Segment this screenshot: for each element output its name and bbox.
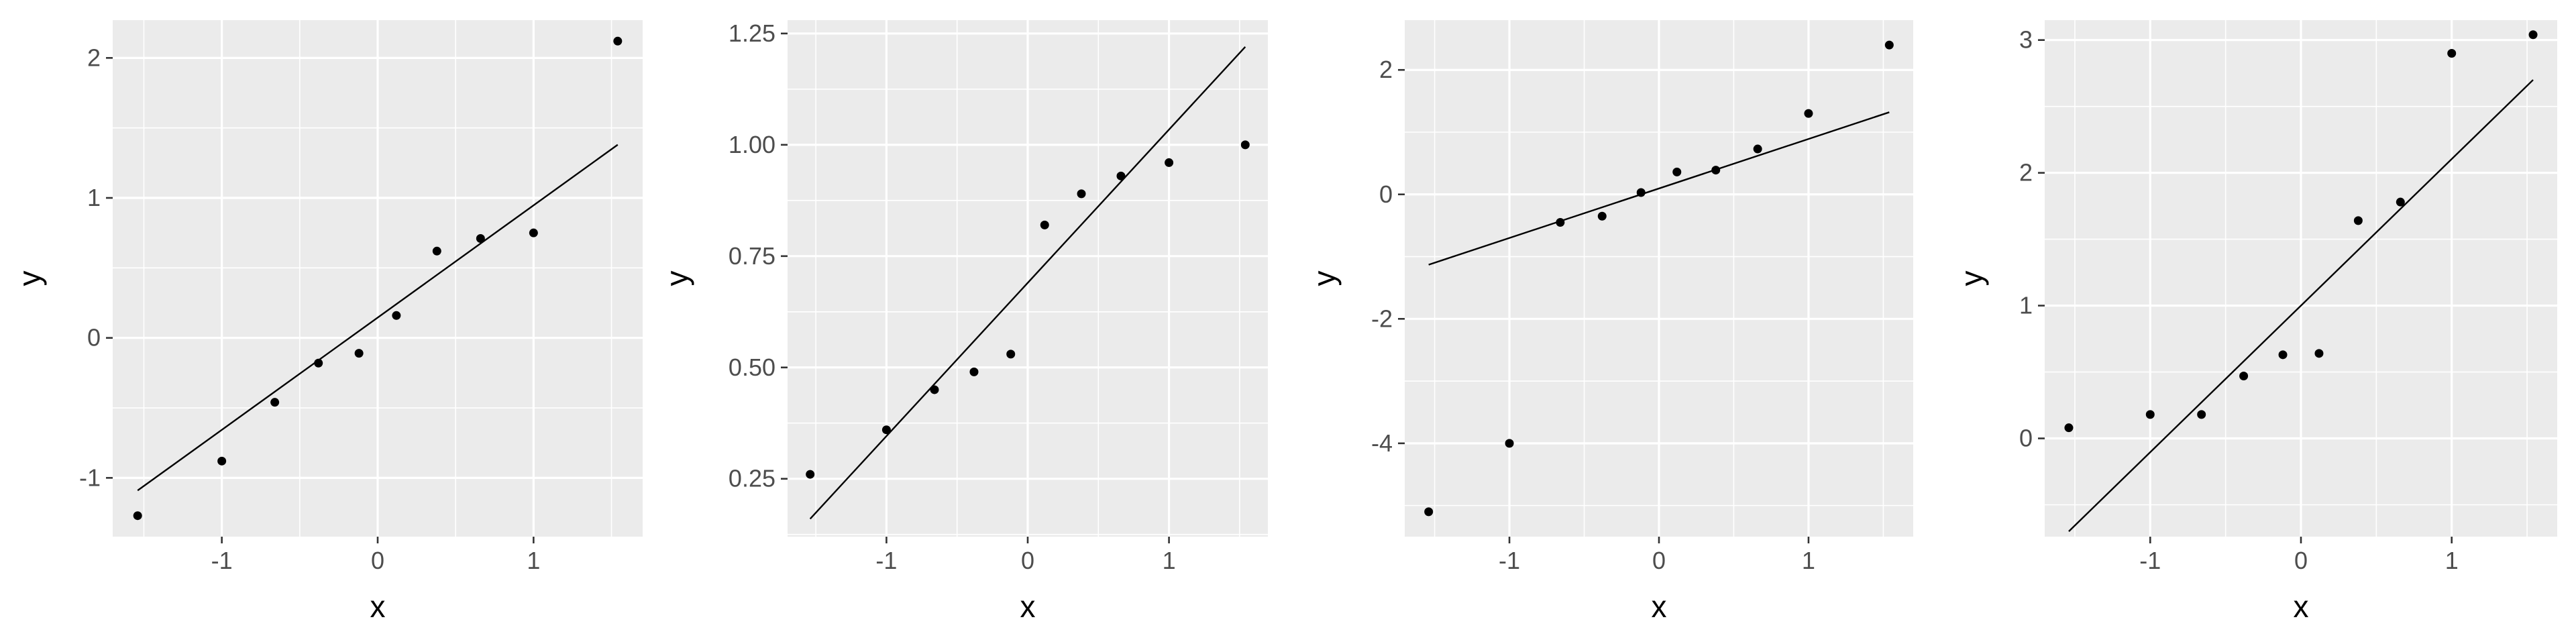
- data-point: [881, 425, 891, 435]
- x-axis-title: x: [1020, 589, 1036, 624]
- data-point: [806, 470, 815, 479]
- data-point: [432, 246, 441, 256]
- y-axis-title: y: [1307, 271, 1342, 286]
- data-point: [1240, 140, 1250, 150]
- panel-1: -1 0 1 -1 0 1 2 x y: [12, 20, 643, 624]
- y-tick-label: 0: [87, 324, 101, 352]
- x-tick-label: 0: [1652, 547, 1666, 574]
- x-tick-label: 1: [2445, 547, 2459, 574]
- x-tick-label: 0: [1021, 547, 1034, 574]
- data-point: [613, 36, 623, 46]
- x-tick-label: -1: [1499, 547, 1520, 574]
- y-tick-label: 1: [2019, 292, 2033, 319]
- x-tick-label: -1: [875, 547, 897, 574]
- data-point: [2447, 48, 2457, 58]
- data-point: [2239, 371, 2249, 380]
- x-axis-title: x: [2294, 589, 2309, 624]
- x-axis-title: x: [370, 589, 386, 624]
- data-point: [1804, 109, 1813, 118]
- y-tick-label: 0: [2019, 425, 2033, 452]
- data-point: [1597, 211, 1607, 221]
- data-point: [1077, 189, 1086, 199]
- panel-3: -1 0 1 -4 -2 0 2 x y: [1307, 20, 1913, 624]
- data-point: [476, 234, 485, 244]
- data-point: [392, 311, 401, 320]
- y-tick-label: 3: [2019, 26, 2033, 54]
- data-point: [1006, 350, 1016, 359]
- y-tick-label: 0.75: [729, 242, 775, 270]
- y-tick-label: 2: [1379, 56, 1393, 83]
- x-tick-label: -1: [2139, 547, 2161, 574]
- data-point: [1505, 439, 1514, 448]
- y-tick-label: 1.25: [729, 19, 775, 47]
- y-tick-label: -1: [79, 464, 101, 491]
- reference-line: [1428, 111, 1890, 266]
- reference-line: [2068, 79, 2534, 532]
- data-point: [1884, 40, 1894, 50]
- data-point: [2353, 216, 2363, 225]
- data-point: [1672, 167, 1682, 176]
- data-point: [1165, 158, 1174, 167]
- x-tick-label: 1: [1163, 547, 1176, 574]
- y-axis-title: y: [12, 271, 47, 286]
- x-tick-label: 0: [2294, 547, 2308, 574]
- data-point: [930, 385, 939, 394]
- data-point: [1424, 507, 1434, 517]
- data-point: [969, 367, 979, 376]
- panel-4: -1 0 1 0 1 2 3 x y: [1954, 20, 2557, 624]
- y-tick-label: 1.00: [729, 131, 775, 158]
- data-point: [2278, 350, 2288, 360]
- data-point: [1753, 144, 1762, 154]
- data-point: [2145, 410, 2155, 419]
- data-point: [1040, 220, 1049, 229]
- data-point: [2064, 423, 2074, 433]
- reference-line: [137, 144, 619, 492]
- reference-line: [809, 46, 1246, 520]
- x-tick-label: 1: [1802, 547, 1815, 574]
- y-tick-label: 0.25: [729, 465, 775, 492]
- data-point: [1636, 188, 1646, 197]
- y-tick-label: 1: [87, 184, 101, 211]
- x-tick-label: 1: [527, 547, 540, 574]
- y-tick-label: -2: [1371, 305, 1393, 332]
- data-point: [2197, 410, 2206, 419]
- y-tick-label: 2: [2019, 159, 2033, 186]
- x-tick-label: -1: [211, 547, 233, 574]
- data-point: [133, 511, 142, 521]
- data-point: [217, 456, 227, 466]
- y-tick-label: 2: [87, 44, 101, 71]
- y-tick-label: -4: [1371, 429, 1393, 457]
- data-point: [2314, 349, 2324, 358]
- y-axis-title: y: [1954, 271, 1989, 286]
- data-point: [354, 349, 364, 358]
- data-point: [1711, 166, 1721, 175]
- x-axis-title: x: [1652, 589, 1667, 624]
- y-axis-title: y: [659, 271, 694, 286]
- data-point: [2528, 30, 2538, 40]
- panel-2: -1 0 1 0.25 0.50 0.75 1.00 1.25 x y: [659, 19, 1268, 624]
- data-point: [529, 228, 538, 237]
- data-point: [314, 358, 323, 368]
- data-point: [2396, 197, 2405, 207]
- y-tick-label: 0: [1379, 180, 1393, 208]
- data-point: [270, 398, 280, 407]
- data-point: [1556, 218, 1565, 227]
- y-tick-label: 0.50: [729, 354, 775, 381]
- x-tick-label: 0: [371, 547, 384, 574]
- data-point: [1116, 171, 1126, 180]
